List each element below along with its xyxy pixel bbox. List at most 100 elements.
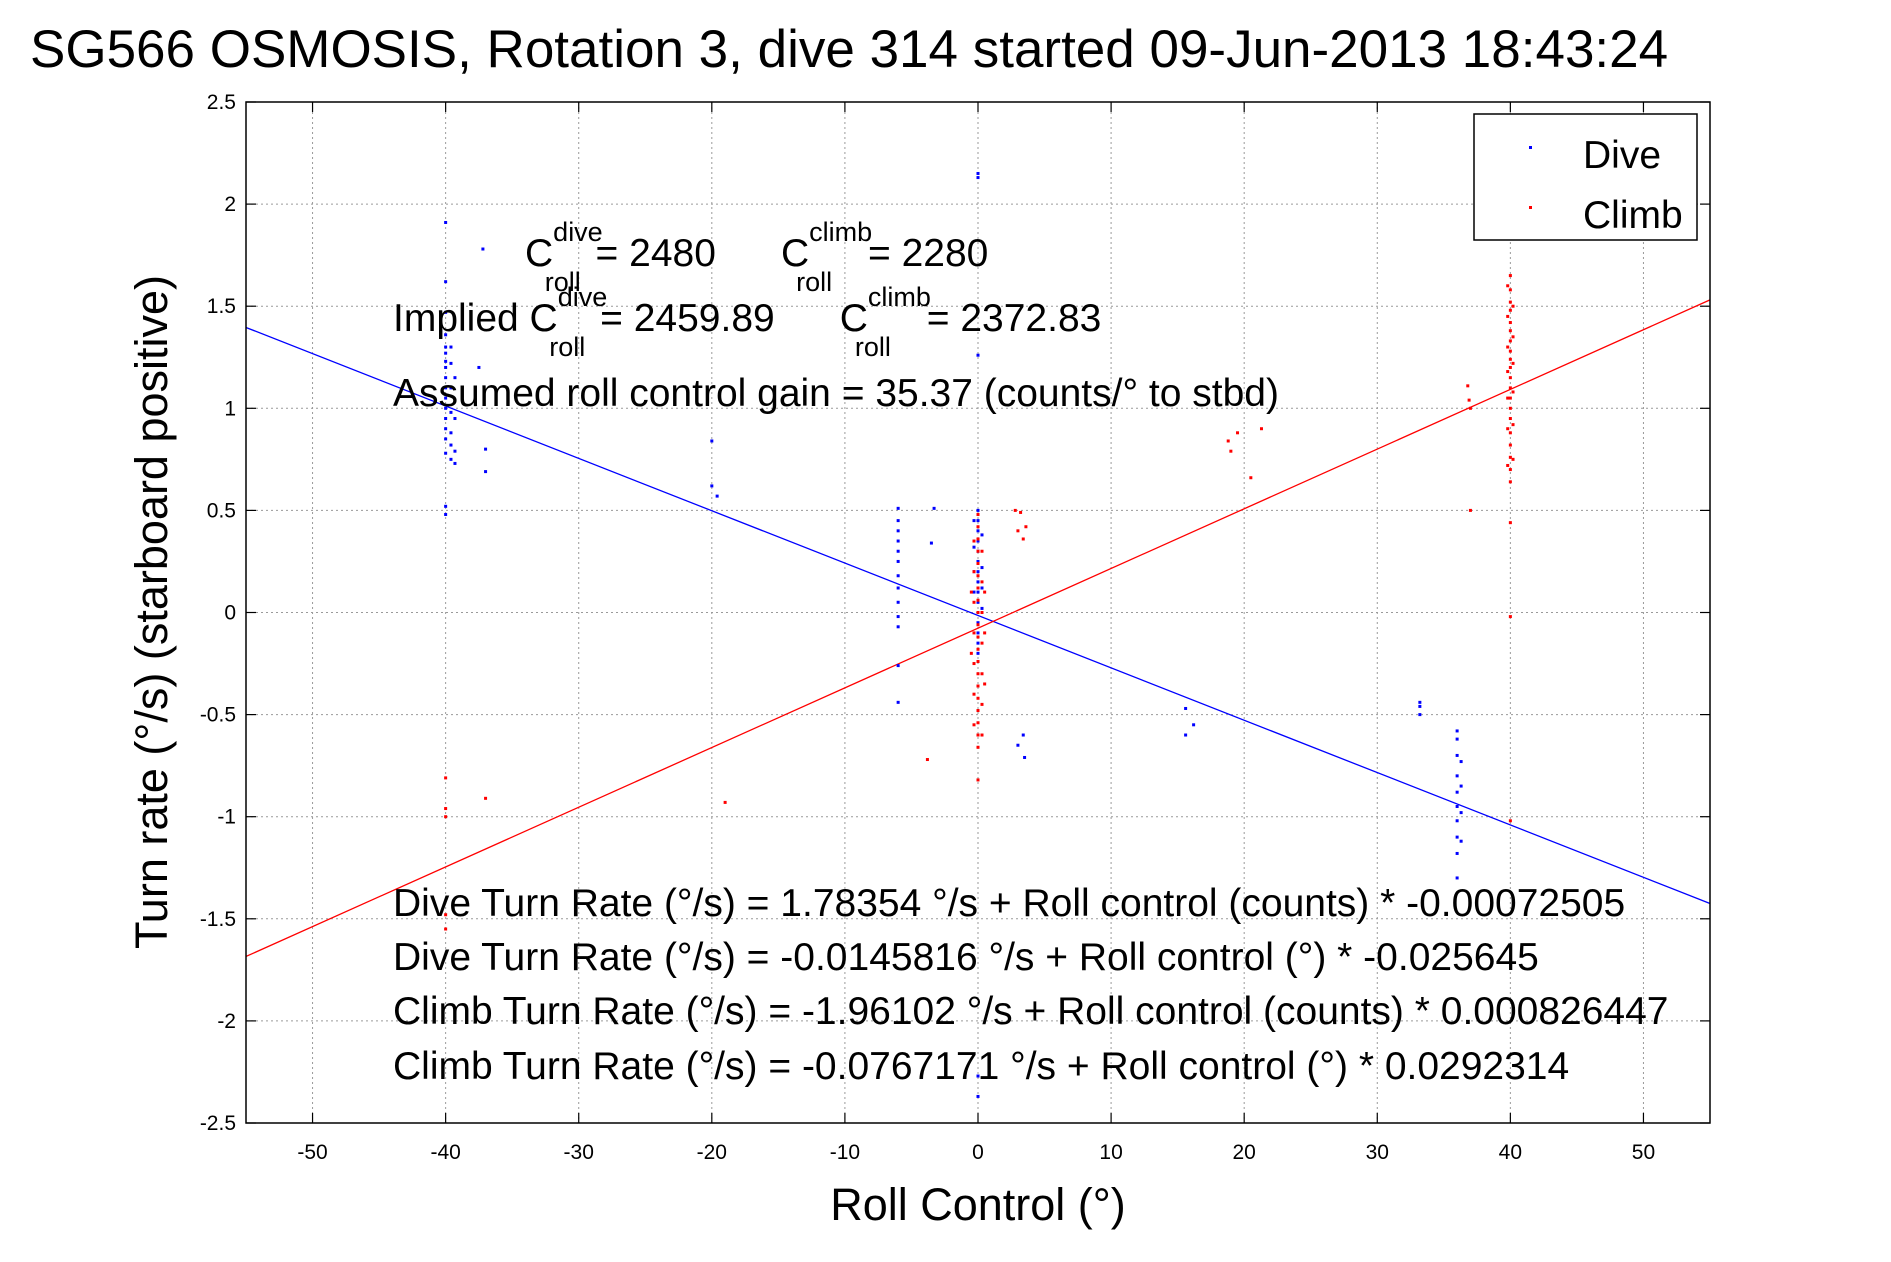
point-dive xyxy=(444,351,448,355)
point-dive xyxy=(444,310,448,314)
point-climb xyxy=(976,598,980,602)
point-dive xyxy=(976,529,980,533)
point-dive xyxy=(1021,733,1025,737)
point-dive xyxy=(1418,704,1422,708)
point-dive xyxy=(976,539,980,543)
point-dive xyxy=(444,365,448,369)
y-tick-label: 1.5 xyxy=(207,295,236,318)
point-dive xyxy=(710,484,714,488)
point-climb xyxy=(1468,406,1472,410)
point-climb xyxy=(444,807,448,811)
point-climb xyxy=(976,574,980,578)
point-dive xyxy=(896,529,900,533)
point-climb xyxy=(976,611,980,614)
point-dive xyxy=(972,590,976,594)
point-dive xyxy=(1455,819,1459,823)
point-climb xyxy=(1508,396,1512,400)
y-tick-label: -1.5 xyxy=(200,908,236,931)
roll-gain-annotation: Assumed roll control gain = 35.37 (count… xyxy=(393,372,1279,415)
point-dive xyxy=(976,580,980,584)
point-climb xyxy=(980,611,984,614)
point-dive xyxy=(896,700,900,704)
point-dive xyxy=(972,519,976,523)
point-climb xyxy=(1506,314,1510,318)
point-climb xyxy=(1013,508,1017,512)
point-dive xyxy=(453,449,457,453)
point-climb xyxy=(444,927,448,931)
point-dive xyxy=(976,508,980,512)
point-climb xyxy=(1508,376,1512,380)
point-climb xyxy=(1508,300,1512,304)
point-dive xyxy=(453,376,457,380)
point-climb xyxy=(976,709,980,713)
x-tick-label: -50 xyxy=(297,1141,327,1164)
x-tick-label: 0 xyxy=(972,1141,984,1164)
point-climb xyxy=(1259,427,1263,431)
point-dive xyxy=(972,545,976,549)
point-climb xyxy=(976,647,980,651)
point-climb xyxy=(972,631,976,635)
point-dive xyxy=(976,621,980,625)
point-climb xyxy=(1508,521,1512,525)
dive-degrees-equation: Dive Turn Rate (°/s) = -0.0145816 °/s + … xyxy=(393,936,1539,979)
point-dive xyxy=(976,171,980,175)
point-dive xyxy=(484,470,488,474)
fit-lines xyxy=(245,299,1711,958)
point-dive xyxy=(453,461,457,465)
point-climb xyxy=(1508,274,1512,278)
point-dive xyxy=(896,615,900,619)
point-climb xyxy=(1508,308,1512,312)
dive-counts-equation: Dive Turn Rate (°/s) = 1.78354 °/s + Rol… xyxy=(393,882,1625,925)
point-climb xyxy=(983,590,987,594)
point-dive xyxy=(1455,851,1459,855)
point-climb xyxy=(976,660,980,664)
point-dive xyxy=(1016,743,1020,747)
point-dive xyxy=(1455,876,1459,880)
point-climb xyxy=(972,570,976,574)
point-dive xyxy=(896,625,900,629)
point-climb xyxy=(1508,339,1512,343)
point-dive xyxy=(976,651,980,655)
point-dive xyxy=(896,506,900,510)
point-climb xyxy=(1236,431,1240,435)
point-climb xyxy=(1508,468,1512,472)
point-climb xyxy=(1229,449,1233,453)
point-climb xyxy=(1019,510,1023,514)
point-climb xyxy=(1508,615,1512,619)
point-climb xyxy=(1468,508,1472,512)
fit-line-climb xyxy=(245,299,1711,958)
fit-line-dive xyxy=(245,326,1711,905)
point-dive xyxy=(980,533,984,537)
point-dive xyxy=(1023,755,1027,759)
legend-marker-climb xyxy=(1529,206,1532,209)
data-points xyxy=(444,171,1515,1098)
point-climb xyxy=(976,512,980,516)
x-tick-label: -10 xyxy=(830,1141,860,1164)
point-dive xyxy=(477,365,481,369)
point-dive xyxy=(444,280,448,284)
point-dive xyxy=(444,437,448,441)
point-dive xyxy=(1192,723,1196,727)
point-climb xyxy=(444,776,448,780)
point-dive xyxy=(1459,839,1463,843)
point-dive xyxy=(980,606,984,610)
point-climb xyxy=(983,682,987,686)
point-dive xyxy=(1459,811,1463,815)
point-dive xyxy=(976,559,980,563)
point-dive xyxy=(444,396,448,400)
implied-c-roll-annotation: Implied Cdive roll = 2459.89 Cclimb roll = … xyxy=(393,282,1101,362)
point-dive xyxy=(1184,733,1188,737)
point-dive xyxy=(896,559,900,563)
x-tick-label: -30 xyxy=(564,1141,594,1164)
point-climb xyxy=(1508,455,1512,459)
point-climb xyxy=(972,662,976,666)
point-climb xyxy=(1466,384,1470,388)
point-dive xyxy=(976,641,980,645)
x-tick-label: 40 xyxy=(1499,1141,1522,1164)
point-dive xyxy=(1455,774,1459,778)
point-dive xyxy=(453,417,457,421)
point-dive xyxy=(976,1074,980,1078)
y-tick-label: -2.5 xyxy=(200,1112,236,1135)
point-dive xyxy=(1455,835,1459,839)
